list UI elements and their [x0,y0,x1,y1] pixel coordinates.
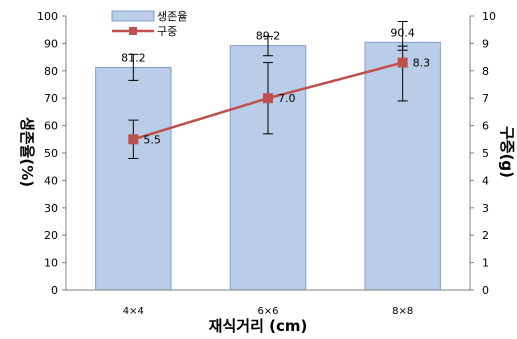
y-right-tick-label: 5 [482,147,489,160]
y-right-tick-label: 2 [482,229,489,242]
legend-bar-swatch [111,10,155,22]
x-axis-title: 재식거리 (cm) [209,317,308,335]
y-right-tick-label: 1 [482,257,489,270]
y-right-tick-label: 6 [482,120,489,133]
bar-value-label: 90.4 [390,26,415,39]
legend: 생존율 구중 [111,10,187,38]
y-left-tick-label: 0 [51,284,58,297]
y-left-tick-label: 100 [37,10,58,23]
y-left-tick-labels: 0 10 20 30 40 50 60 70 80 90 100 [37,10,58,297]
x-tick-label: 4×4 [123,306,144,317]
y-right-tick-label: 10 [482,10,496,23]
y-left-tick-label: 30 [44,202,58,215]
line-point [263,93,273,104]
line-series [128,45,408,159]
x-tick-labels: 4×4 6×6 8×8 [123,306,413,317]
y-right-tick-label: 7 [482,92,489,105]
x-tick-label: 8×8 [392,306,413,317]
bar-value-label: 89.2 [256,30,281,43]
line-value-labels: 5.5 7.0 8.3 [143,57,430,147]
line-point [397,57,408,68]
y-right-tick-label: 0 [482,284,489,297]
legend-line-label: 구중 [157,25,177,38]
y-left-axis-title: 생존율(%) [18,117,36,187]
y-left-tick-label: 70 [44,92,58,105]
bar-value-labels: 81.2 89.2 90.4 [121,26,415,64]
y-left-tick-label: 90 [44,37,58,50]
y-left-tick-label: 20 [44,229,58,242]
axes [62,15,474,291]
y-right-tick-labels: 0 1 2 3 4 5 6 7 8 9 10 [482,10,496,297]
y-right-tick-label: 4 [482,174,489,187]
y-left-tick-label: 60 [44,120,58,133]
y-right-axis-title: 구중(g) [498,126,516,178]
y-left-tick-label: 50 [44,147,58,160]
legend-line-marker [129,27,137,35]
line-value-label: 7.0 [278,92,296,105]
y-left-tick-label: 80 [44,65,58,78]
x-tick-label: 6×6 [257,306,278,317]
bar-value-label: 81.2 [121,52,146,65]
line-value-label: 5.5 [143,133,161,146]
y-left-tick-label: 10 [44,257,58,270]
y-right-tick-label: 9 [482,37,489,50]
y-right-tick-label: 8 [482,65,489,78]
line-value-label: 8.3 [413,57,431,70]
legend-bar-label: 생존율 [157,10,187,23]
y-left-tick-label: 40 [44,174,58,187]
line-point [128,134,139,145]
y-right-tick-label: 3 [482,202,489,215]
bar [95,67,172,291]
